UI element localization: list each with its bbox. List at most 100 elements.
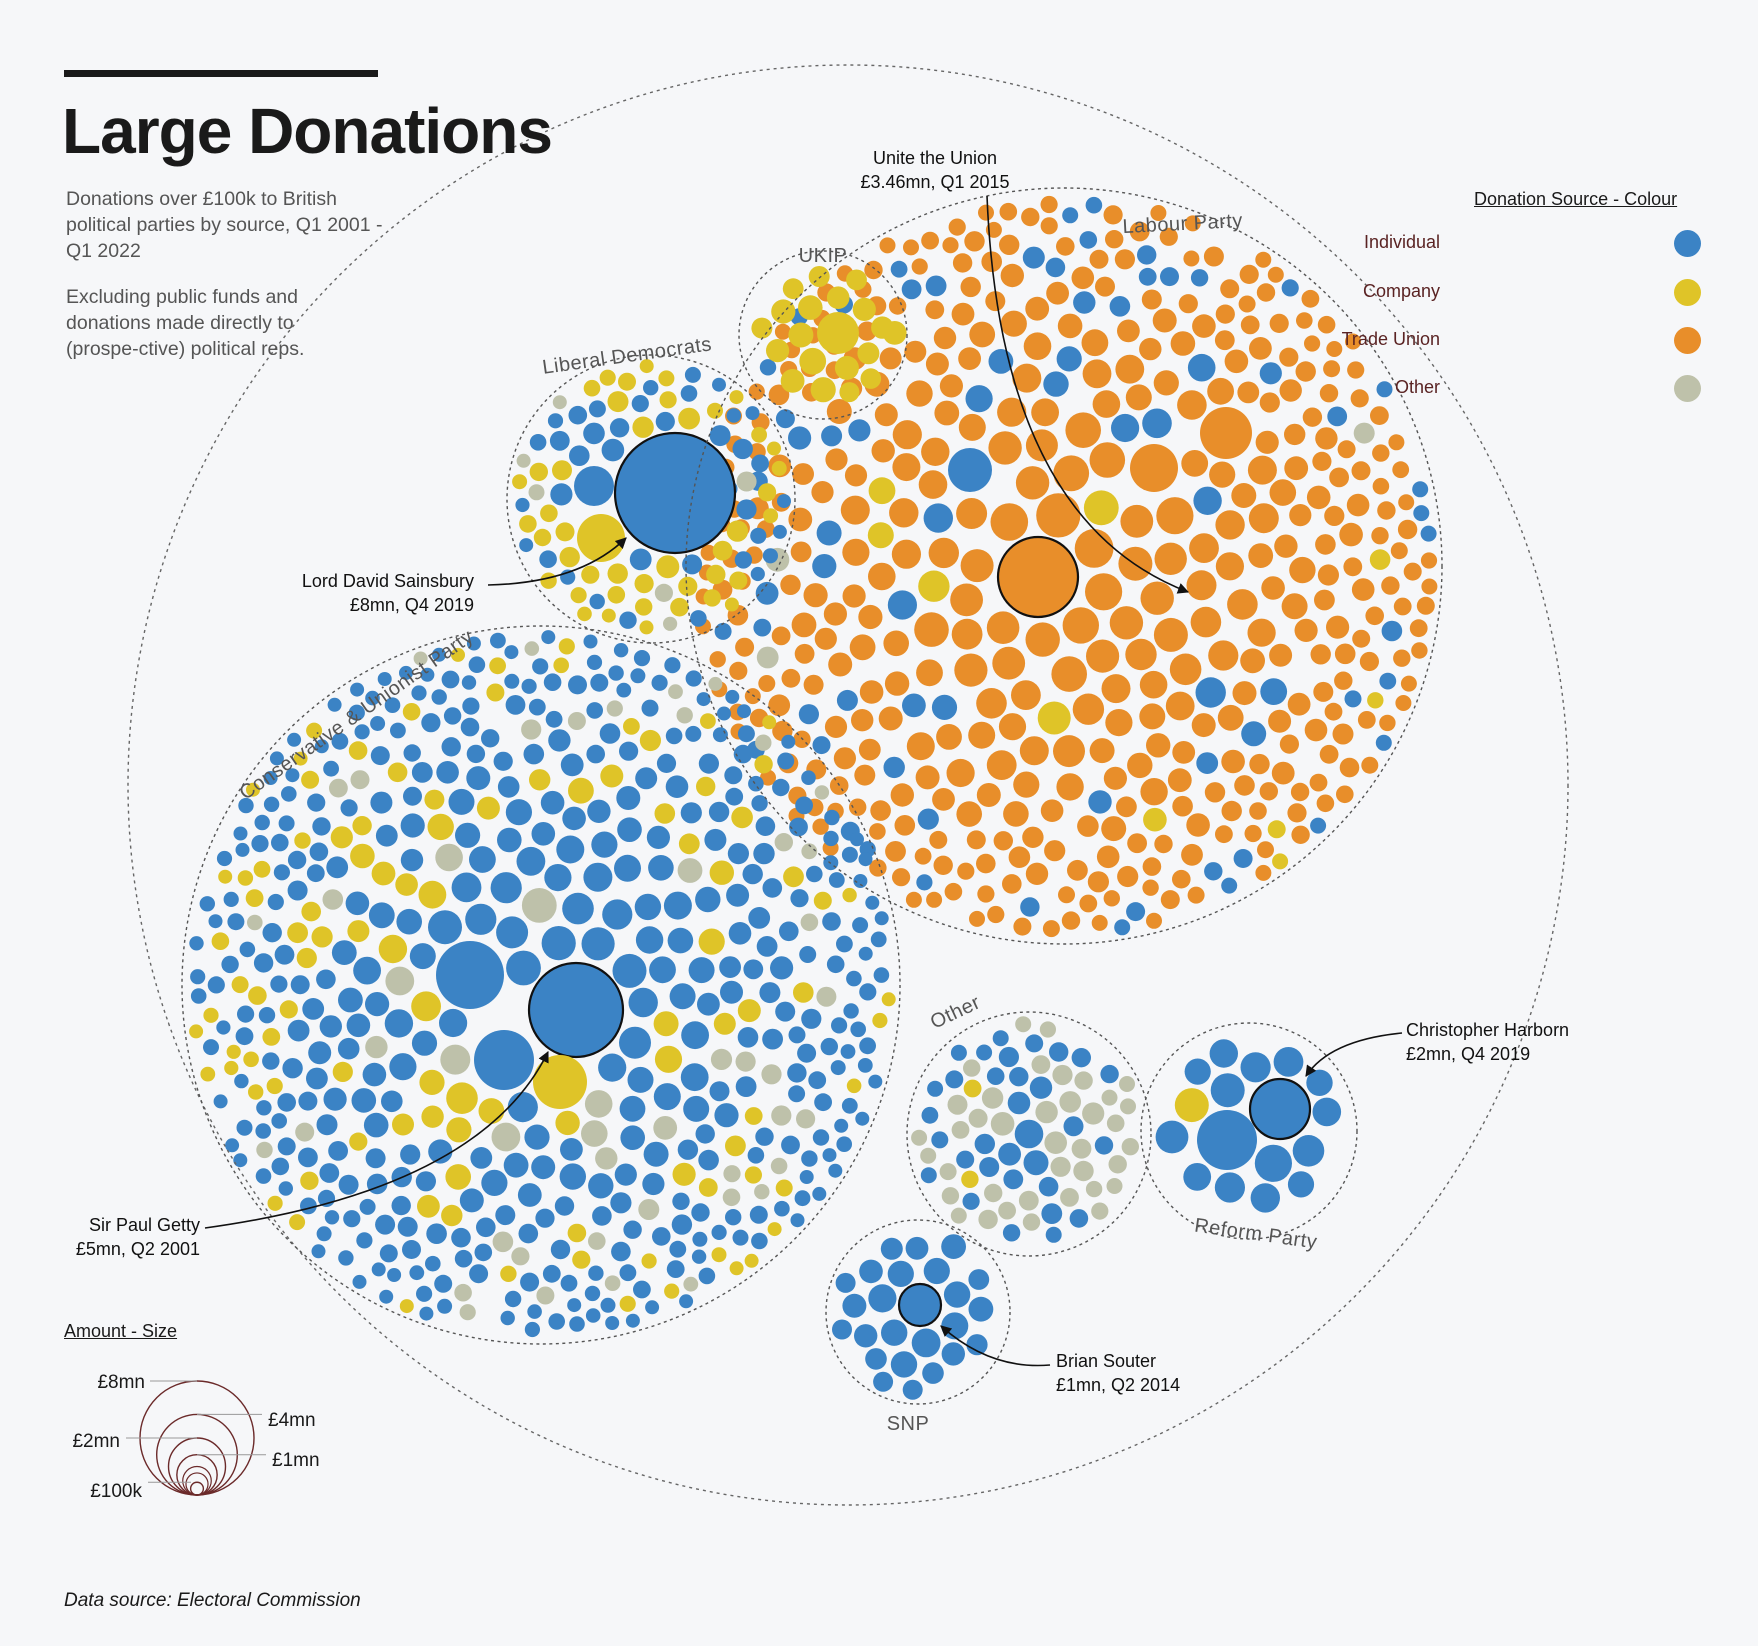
- bubble-trade-union: [1139, 703, 1166, 730]
- bubble-company: [248, 986, 267, 1005]
- bubble-individual: [728, 922, 752, 945]
- bubble-individual: [691, 1249, 707, 1264]
- bubble-individual: [541, 926, 576, 961]
- bubble-trade-union: [1154, 542, 1187, 575]
- title-rule: [64, 70, 378, 77]
- bubble-company: [350, 843, 375, 869]
- bubble-individual: [263, 796, 280, 812]
- bubble-individual: [835, 1272, 856, 1293]
- bubble-individual: [633, 1280, 651, 1299]
- highlighted-bubble-lord-david-sainsbury: [613, 431, 737, 555]
- bubble-individual: [737, 725, 755, 743]
- bubble-individual: [677, 1139, 699, 1160]
- size-legend-label-4mn: £4mn: [268, 1410, 316, 1431]
- bubble-company: [810, 377, 836, 403]
- bubble-other: [459, 1304, 476, 1321]
- bubble-company: [653, 1011, 679, 1037]
- annotation-arrow-brian-souter: [940, 1325, 1051, 1367]
- bubble-individual: [614, 854, 641, 882]
- bubble-trade-union: [1324, 702, 1343, 721]
- bubble-individual: [931, 1131, 949, 1149]
- bubble-trade-union: [1081, 329, 1109, 357]
- bubble-trade-union: [1314, 589, 1335, 611]
- bubble-individual: [287, 732, 302, 747]
- bubble-individual: [1038, 1176, 1059, 1197]
- bubble-trade-union: [768, 694, 791, 717]
- bubble-individual: [227, 913, 245, 931]
- bubble-trade-union: [1142, 879, 1159, 896]
- bubble-trade-union: [1071, 266, 1095, 290]
- bubble-individual: [801, 770, 816, 785]
- bubble-trade-union: [1279, 379, 1302, 402]
- bubble-individual: [505, 695, 526, 715]
- bubble-trade-union: [890, 783, 914, 807]
- bubble-trade-union: [1125, 638, 1157, 671]
- bubble-individual: [235, 1027, 254, 1046]
- bubble-trade-union: [1315, 534, 1336, 555]
- bubble-trade-union: [859, 680, 884, 704]
- bubble-individual: [870, 931, 887, 948]
- bubble-trade-union: [1421, 578, 1438, 595]
- bubble-trade-union: [1103, 890, 1121, 907]
- bubble-individual: [820, 1037, 838, 1056]
- bubble-individual: [616, 786, 641, 810]
- bubble-individual: [544, 864, 572, 892]
- bubble-company: [709, 860, 734, 885]
- bubble-other: [440, 1044, 471, 1075]
- bubble-trade-union: [1244, 824, 1262, 843]
- bubble-trade-union: [926, 891, 943, 908]
- bubble-individual: [799, 946, 817, 963]
- bubble-other: [1031, 1055, 1051, 1074]
- bubble-individual: [255, 1168, 272, 1184]
- bubble-individual: [725, 787, 744, 806]
- bubble-individual: [237, 1005, 255, 1023]
- bubble-trade-union: [918, 470, 948, 499]
- bubble-trade-union: [987, 905, 1005, 924]
- bubble-trade-union: [864, 260, 883, 280]
- bubble-individual: [285, 768, 300, 783]
- bubble-trade-union: [976, 688, 1007, 719]
- bubble-individual: [431, 689, 447, 705]
- bubble-individual: [1196, 752, 1219, 774]
- bubble-individual: [1142, 408, 1172, 439]
- bubble-other: [676, 707, 693, 724]
- bubble-trade-union: [1062, 607, 1100, 644]
- bubble-company: [533, 1055, 587, 1109]
- bubble-individual: [455, 822, 481, 848]
- bubble-individual: [943, 1281, 971, 1308]
- bubble-company: [868, 477, 896, 505]
- bubble-individual: [923, 1257, 950, 1285]
- bubble-individual: [794, 1190, 811, 1207]
- bubble-individual: [287, 880, 308, 901]
- bubble-individual: [902, 1379, 923, 1400]
- bubble-individual: [1375, 734, 1392, 751]
- bubble-individual: [365, 1148, 386, 1169]
- bubble-individual: [750, 566, 765, 582]
- bubble-trade-union: [1153, 617, 1188, 652]
- bubble-trade-union: [1281, 593, 1308, 620]
- bubble-company: [553, 657, 569, 674]
- colour-legend-title: Donation Source - Colour: [1474, 189, 1678, 209]
- bubble-other: [521, 888, 557, 923]
- bubble-individual: [402, 1240, 421, 1259]
- bubble-individual: [855, 1111, 870, 1126]
- bubble-other: [1082, 1102, 1105, 1125]
- bubble-trade-union: [1025, 622, 1060, 657]
- bubble-trade-union: [952, 253, 973, 273]
- bubble-trade-union: [1065, 412, 1101, 449]
- bubble-trade-union: [1381, 576, 1400, 595]
- bubble-individual: [671, 1214, 693, 1235]
- bubble-other: [978, 1209, 998, 1230]
- bubble-individual: [1327, 406, 1348, 427]
- bubble-company: [218, 869, 233, 884]
- bubble-trade-union: [788, 507, 813, 532]
- bubble-trade-union: [916, 659, 943, 687]
- bubble-individual: [682, 554, 703, 575]
- bubble-individual: [696, 692, 711, 707]
- bubble-individual: [365, 690, 380, 706]
- bubble-trade-union: [1091, 914, 1108, 931]
- bubble-individual: [365, 992, 390, 1017]
- bubble-company: [632, 416, 654, 438]
- bubble-individual: [680, 802, 702, 824]
- bubble-individual: [628, 987, 658, 1018]
